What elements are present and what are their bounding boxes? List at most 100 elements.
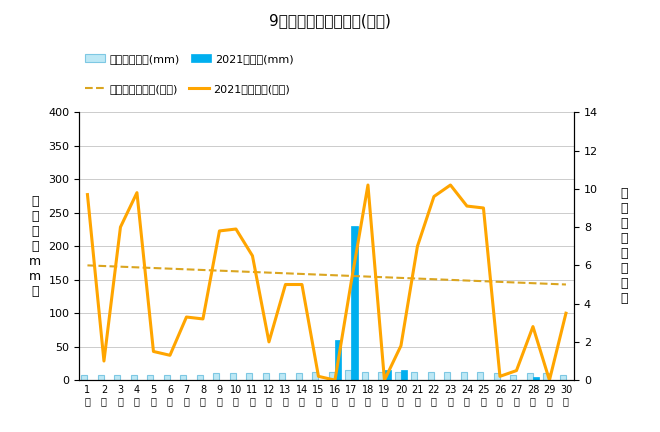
日照時間平年値(時間) (529, 281, 537, 286)
Bar (81, 375, 87, 380)
2021日照時間(時間) (496, 374, 504, 379)
Bar (351, 226, 358, 380)
Bar (428, 372, 434, 380)
Bar (263, 373, 269, 380)
日照時間平年値(時間) (364, 274, 372, 279)
2021日照時間(時間) (364, 182, 372, 187)
Bar (411, 372, 417, 380)
2021日照時間(時間) (347, 278, 355, 283)
Y-axis label: 日
照
時
間
（
時
間
）: 日 照 時 間 （ 時 間 ） (620, 187, 628, 305)
Bar (527, 373, 533, 380)
日照時間平年値(時間) (166, 266, 174, 271)
2021日照時間(時間) (529, 324, 537, 329)
日照時間平年値(時間) (314, 272, 322, 277)
Bar (477, 372, 483, 380)
2021日照時間(時間) (397, 343, 405, 348)
2021日照時間(時間) (562, 311, 570, 316)
2021日照時間(時間) (479, 205, 487, 210)
日照時間平年値(時間) (281, 271, 289, 276)
2021日照時間(時間) (265, 339, 273, 344)
日照時間平年値(時間) (413, 276, 421, 281)
2021日照時間(時間) (232, 226, 240, 232)
Bar (461, 372, 467, 380)
2021日照時間(時間) (166, 353, 174, 358)
日照時間平年値(時間) (513, 280, 521, 285)
2021日照時間(時間) (380, 378, 388, 383)
日照時間平年値(時間) (347, 273, 355, 279)
日照時間平年値(時間) (463, 278, 471, 283)
Bar (560, 375, 566, 380)
2021日照時間(時間) (463, 203, 471, 209)
日照時間平年値(時間) (215, 268, 223, 273)
2021日照時間(時間) (248, 253, 256, 258)
日照時間平年値(時間) (397, 275, 405, 280)
日照時間平年値(時間) (83, 263, 91, 268)
Bar (296, 373, 302, 380)
2021日照時間(時間) (430, 194, 438, 199)
2021日照時間(時間) (149, 349, 157, 354)
2021日照時間(時間) (331, 378, 339, 383)
Bar (395, 372, 401, 380)
Bar (384, 370, 391, 380)
Bar (510, 375, 516, 380)
2021日照時間(時間) (281, 282, 289, 287)
Bar (335, 340, 341, 380)
Bar (543, 373, 549, 380)
日照時間平年値(時間) (298, 271, 306, 276)
日照時間平年値(時間) (479, 279, 487, 284)
日照時間平年値(時間) (100, 264, 108, 269)
日照時間平年値(時間) (133, 265, 141, 270)
Bar (533, 377, 539, 380)
Bar (378, 372, 384, 380)
Bar (213, 373, 219, 380)
2021日照時間(時間) (100, 359, 108, 364)
日照時間平年値(時間) (430, 276, 438, 282)
2021日照時間(時間) (298, 282, 306, 287)
日照時間平年値(時間) (496, 279, 504, 284)
日照時間平年値(時間) (199, 267, 207, 273)
日照時間平年値(時間) (446, 277, 454, 283)
Bar (114, 375, 120, 380)
2021日照時間(時間) (413, 244, 421, 249)
Bar (345, 370, 351, 380)
Bar (180, 375, 187, 380)
2021日照時間(時間) (133, 190, 141, 195)
Bar (362, 372, 368, 380)
Bar (401, 370, 407, 380)
Bar (312, 372, 318, 380)
日照時間平年値(時間) (562, 282, 570, 287)
日照時間平年値(時間) (545, 281, 553, 286)
日照時間平年値(時間) (248, 270, 256, 275)
Bar (494, 373, 500, 380)
日照時間平年値(時間) (232, 269, 240, 274)
日照時間平年値(時間) (380, 275, 388, 280)
Bar (98, 375, 104, 380)
Bar (131, 375, 137, 380)
2021日照時間(時間) (199, 316, 207, 321)
Bar (197, 375, 203, 380)
日照時間平年値(時間) (331, 273, 339, 278)
Y-axis label: 降
水
量
（
m
m
）: 降 水 量 （ m m ） (28, 195, 41, 298)
日照時間平年値(時間) (182, 267, 190, 272)
Bar (444, 372, 450, 380)
日照時間平年値(時間) (149, 265, 157, 270)
2021日照時間(時間) (314, 374, 322, 379)
Bar (329, 372, 335, 380)
Line: 2021日照時間(時間): 2021日照時間(時間) (87, 185, 566, 380)
2021日照時間(時間) (215, 229, 223, 234)
2021日照時間(時間) (83, 192, 91, 197)
2021日照時間(時間) (182, 314, 190, 320)
Legend: 日照時間平年値(時間), 2021日照時間(時間): 日照時間平年値(時間), 2021日照時間(時間) (84, 84, 290, 94)
Bar (147, 375, 153, 380)
Bar (230, 373, 236, 380)
Line: 日照時間平年値(時間): 日照時間平年値(時間) (87, 265, 566, 285)
Bar (164, 375, 170, 380)
2021日照時間(時間) (545, 378, 553, 383)
日照時間平年値(時間) (265, 270, 273, 275)
2021日照時間(時間) (513, 368, 521, 373)
Bar (246, 373, 252, 380)
2021日照時間(時間) (446, 182, 454, 187)
Text: 9月降水量・日照時間(日別): 9月降水量・日照時間(日別) (269, 13, 391, 28)
日照時間平年値(時間) (116, 264, 124, 269)
2021日照時間(時間) (116, 225, 124, 230)
